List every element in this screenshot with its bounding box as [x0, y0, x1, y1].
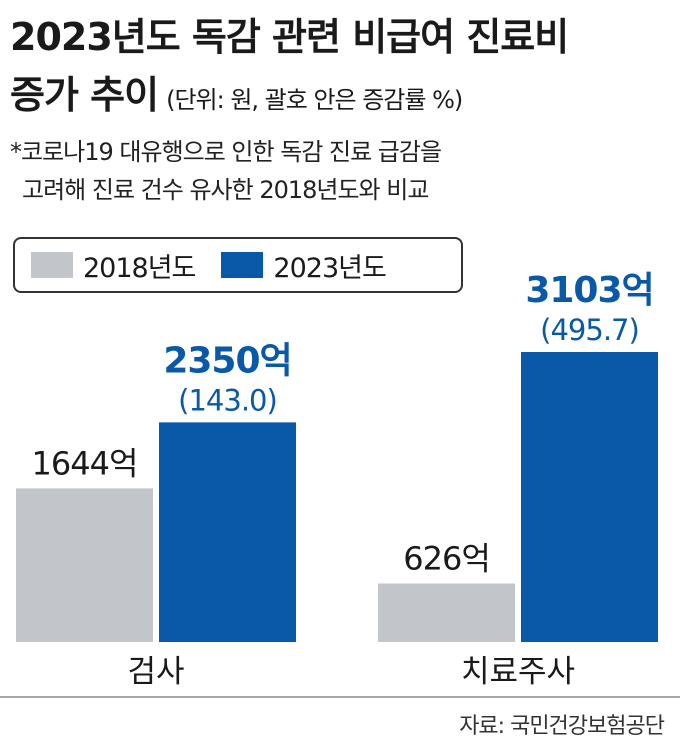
legend-swatch-2018: [31, 252, 73, 278]
legend: 2018년도 2023년도: [13, 237, 463, 293]
legend-item-2023: 2023년도: [221, 246, 387, 285]
bar-2023-0: [159, 422, 296, 642]
value-label-2023-1: 3103억: [525, 270, 653, 311]
category-label-1: 치료주사: [461, 654, 575, 690]
change-label-1: (495.7): [540, 313, 639, 347]
unit-note: (단위: 원, 괄호 안은 증감률 %): [166, 86, 463, 114]
legend-label-2023: 2023년도: [273, 252, 386, 284]
source-note: 자료: 국민건강보험공단: [459, 714, 665, 739]
value-label-2023-0: 2350억: [163, 340, 291, 381]
legend-label-2018: 2018년도: [83, 252, 196, 284]
bar-2018-1: [378, 583, 515, 642]
chart-title-line-2: 증가 추이 (단위: 원, 괄호 안은 증감률 %): [10, 64, 463, 119]
category-label-0: 검사: [127, 654, 184, 690]
footnote-line-1: *코로나19 대유행으로 인한 독감 진료 급감을: [10, 138, 442, 166]
legend-swatch-2023: [221, 252, 264, 278]
chart-title-line-1: 2023년도 독감 관련 비급여 진료비: [10, 15, 569, 59]
bar-2018-0: [16, 488, 153, 642]
footnote-line-2: 고려해 진료 건수 유사한 2018년도와 비교: [22, 176, 429, 204]
bar-2023-1: [521, 352, 658, 642]
chart-title-line-2-text: 증가 추이: [10, 73, 159, 117]
value-label-2018-0: 1644억: [32, 444, 138, 482]
legend-item-2018: 2018년도: [31, 246, 196, 285]
change-label-0: (143.0): [178, 383, 277, 417]
value-label-2018-1: 626억: [403, 539, 490, 577]
